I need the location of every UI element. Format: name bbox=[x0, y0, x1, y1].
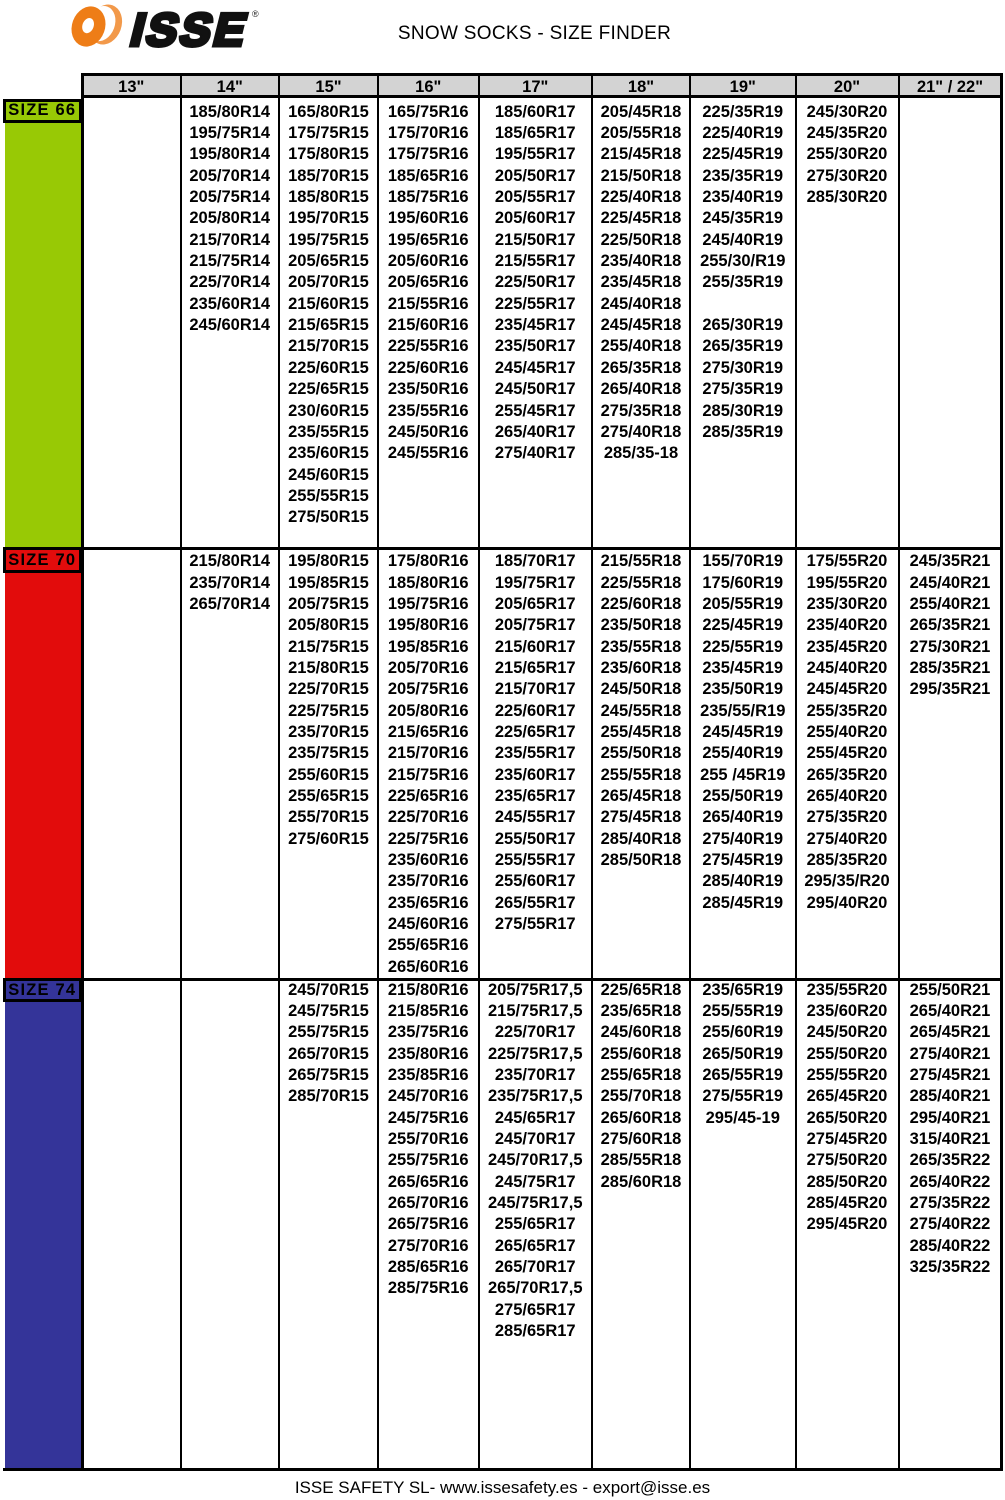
svg-text:ISSE: ISSE bbox=[126, 4, 256, 55]
svg-text:®: ® bbox=[252, 9, 259, 19]
